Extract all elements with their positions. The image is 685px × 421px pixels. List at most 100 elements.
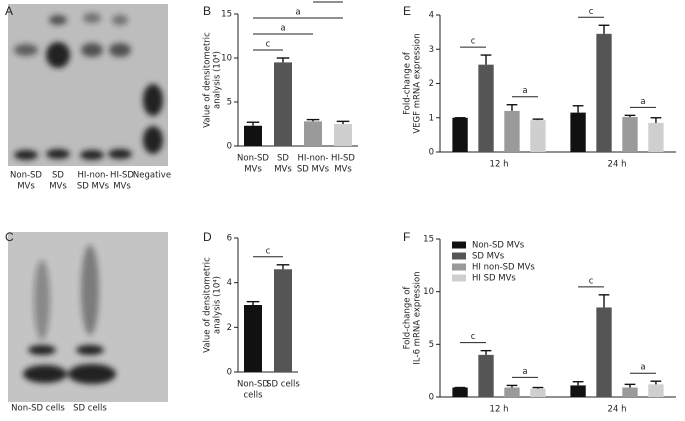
legend-label: HI SD MVs	[472, 274, 516, 284]
y-tick-label: 10	[423, 287, 434, 297]
y-tick-label: 3	[429, 45, 434, 55]
error-bar	[532, 118, 544, 121]
bar	[274, 62, 292, 146]
bar	[452, 117, 468, 152]
lane-label: SD	[52, 171, 64, 181]
y-tick-label: 0	[227, 142, 232, 152]
bar	[478, 354, 494, 397]
x-tick-label: 24 h	[608, 160, 627, 170]
bar	[596, 33, 612, 152]
bar	[570, 112, 586, 152]
error-bar	[246, 121, 260, 126]
error-bar	[506, 384, 518, 388]
lane-label: MVs	[49, 182, 67, 192]
x-tick-label: cells	[243, 391, 263, 401]
y-tick-label: 0	[429, 393, 434, 403]
y-axis-title: analysis (10⁴)	[213, 276, 223, 334]
bar	[530, 120, 546, 152]
blot-image	[8, 232, 168, 402]
error-bar	[246, 300, 260, 305]
error-bar	[276, 57, 290, 63]
lane-label: SD cells	[73, 404, 107, 414]
y-tick-label: 4	[227, 278, 232, 288]
x-tick-label: MVs	[274, 165, 292, 175]
bar	[274, 269, 292, 372]
error-bar	[624, 383, 636, 388]
panel-label: E	[403, 4, 411, 18]
y-tick-label: 5	[429, 340, 434, 350]
x-tick-label: Non-SD	[237, 154, 269, 164]
legend-swatch	[452, 241, 466, 249]
y-axis-title: analysis (10⁴)	[213, 51, 223, 109]
y-axis-title: IL-6 mRNA expression	[413, 271, 423, 364]
lane-label: Non-SD	[10, 171, 42, 181]
bar	[504, 110, 520, 152]
y-tick-label: 1	[429, 113, 434, 123]
significance-label: a	[640, 97, 645, 107]
bar	[570, 385, 586, 397]
lane-label: HI-SD	[110, 171, 134, 181]
bar	[648, 384, 664, 397]
y-axis-title: Fold-change of	[403, 51, 413, 115]
legend-label: SD MVs	[472, 252, 505, 262]
y-tick-label: 0	[429, 148, 434, 158]
bar	[334, 124, 352, 146]
lane-label: HI-non-	[77, 171, 108, 181]
x-tick-label: 24 h	[608, 405, 627, 415]
error-bar	[650, 117, 662, 123]
significance-label: a	[522, 86, 527, 96]
panel-label: F	[403, 230, 410, 244]
bar	[622, 117, 638, 152]
error-bar	[276, 264, 290, 270]
significance-label: a	[325, 0, 330, 2]
significance-label: a	[522, 367, 527, 377]
error-bar	[572, 105, 584, 113]
error-bar	[480, 54, 492, 65]
y-tick-label: 10	[221, 54, 232, 64]
y-tick-label: 15	[423, 235, 434, 245]
significance-label: c	[471, 332, 476, 342]
error-bar	[532, 386, 544, 389]
bar	[478, 64, 494, 152]
x-tick-label: HI-non-	[297, 154, 328, 164]
legend-swatch	[452, 274, 466, 282]
error-bar	[480, 349, 492, 355]
bar	[304, 121, 322, 146]
legend-swatch	[452, 263, 466, 271]
x-tick-label: SD MVs	[297, 165, 330, 175]
x-tick-label: 12 h	[490, 405, 509, 415]
x-tick-label: HI-SD	[331, 154, 355, 164]
panel-label: D	[203, 230, 212, 244]
lane-label: MVs	[113, 182, 131, 192]
y-tick-label: 0	[227, 368, 232, 378]
error-bar	[306, 118, 320, 122]
error-bar	[598, 294, 610, 308]
x-tick-label: MVs	[244, 165, 262, 175]
panel-label: C	[5, 230, 14, 244]
y-axis-title: Fold-change of	[403, 286, 413, 350]
error-bar	[650, 380, 662, 385]
y-tick-label: 5	[227, 98, 232, 108]
y-axis-title: VEGF mRNA expression	[413, 33, 423, 133]
legend-label: HI non-SD MVs	[472, 263, 535, 273]
bar	[244, 125, 262, 146]
significance-label: a	[640, 363, 645, 373]
x-tick-label: MVs	[334, 165, 352, 175]
bar	[504, 387, 520, 397]
blot-image	[8, 4, 168, 166]
significance-label: a	[295, 8, 300, 18]
significance-label: c	[589, 276, 594, 286]
error-bar	[572, 381, 584, 386]
bar	[648, 122, 664, 152]
lane-label: SD MVs	[77, 182, 110, 192]
lane-label: Non-SD cells	[11, 404, 65, 414]
error-bar	[624, 114, 636, 118]
y-axis-title: Value of densitometric	[203, 32, 213, 128]
bar	[596, 307, 612, 397]
x-tick-label: SD	[277, 154, 289, 164]
significance-label: c	[471, 37, 476, 47]
panel-label: A	[5, 4, 13, 18]
panel-label: B	[203, 4, 211, 18]
bar	[530, 388, 546, 397]
bar	[622, 387, 638, 397]
